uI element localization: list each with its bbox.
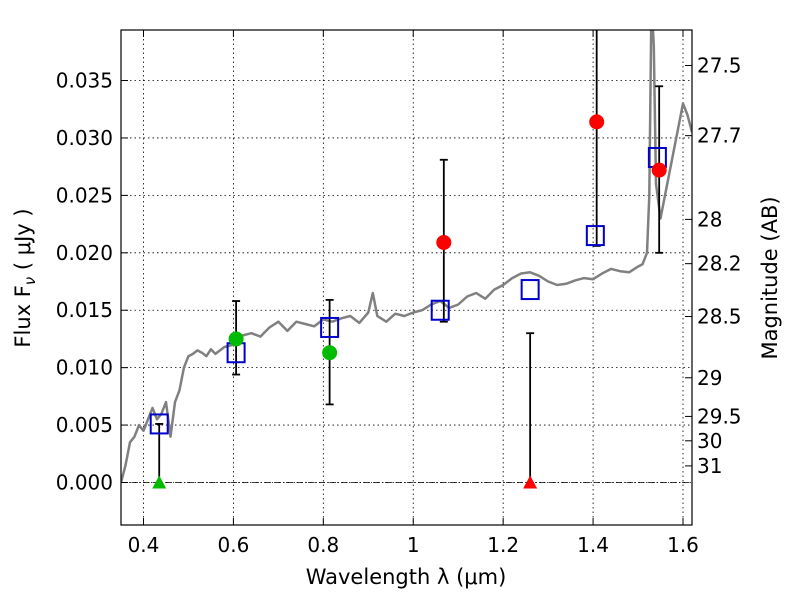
x-tick-label: 1: [407, 533, 420, 557]
upper-limit-triangle: [523, 475, 538, 489]
y-tick-label: 0.030: [56, 126, 113, 150]
axes-layer: 0.4 0.6 0.8 1 1.2 1.4 1.6 0.000 0.005 0.010 0.015 0…: [56, 29, 742, 557]
y-axis-label-left-unit: ( μJy ): [11, 208, 35, 276]
red-point-marker: [436, 234, 452, 250]
x-tick-label: 1.2: [487, 533, 519, 557]
y-tick-label: 0.010: [56, 356, 113, 380]
right-tick-label: 28.5: [697, 304, 742, 328]
grid-layer: [121, 30, 692, 525]
plot-area: [121, 30, 692, 489]
model-box-marker: [585, 225, 605, 247]
y-tick-label: 0.035: [56, 69, 113, 93]
plot-frame: [120, 29, 693, 526]
right-tick-label: 29: [697, 366, 722, 390]
right-tick-label: 29.5: [697, 404, 742, 428]
y-tick-label: 0.025: [56, 183, 113, 207]
model-box-marker: [520, 279, 540, 301]
y-tick-label: 0.005: [56, 413, 113, 437]
x-tick-label: 1.6: [667, 533, 699, 557]
y-tick-label: 0.020: [56, 241, 113, 265]
x-tick-label: 0.6: [217, 533, 249, 557]
red-point-marker: [589, 114, 605, 130]
model-spectrum-line: [121, 30, 692, 483]
y-axis-label-left-subscript: ν: [21, 277, 39, 285]
y-axis-label-left-main: Flux F: [11, 285, 35, 347]
model-box-marker: [430, 299, 450, 321]
x-tick-label: 0.8: [307, 533, 339, 557]
right-tick-label: 27.5: [697, 54, 742, 78]
right-tick-label: 27.7: [697, 124, 742, 148]
y-axis-label-left: Flux Fν ( μJy ): [11, 208, 39, 347]
labels-layer: Wavelength λ (μm) Flux Fν ( μJy ) Magnit…: [11, 196, 782, 589]
x-tick-label: 1.4: [577, 533, 609, 557]
upper-limit-triangle: [152, 475, 167, 489]
green-point-marker: [322, 345, 338, 361]
x-tick-label: 0.4: [128, 533, 160, 557]
right-tick-label: 28: [697, 207, 722, 231]
right-tick-label: 30: [697, 429, 722, 453]
right-tick-label: 31: [697, 454, 722, 478]
y-tick-label: 0.000: [56, 471, 113, 495]
y-tick-label: 0.015: [56, 298, 113, 322]
x-axis-label: Wavelength λ (μm): [306, 565, 507, 589]
y-axis-label-right: Magnitude (AB): [758, 196, 782, 359]
green-point-marker: [228, 331, 244, 347]
red-point-marker: [651, 162, 667, 178]
model-box-marker: [320, 316, 340, 338]
model-box-marker: [149, 413, 169, 435]
right-tick-label: 28.2: [697, 252, 742, 276]
